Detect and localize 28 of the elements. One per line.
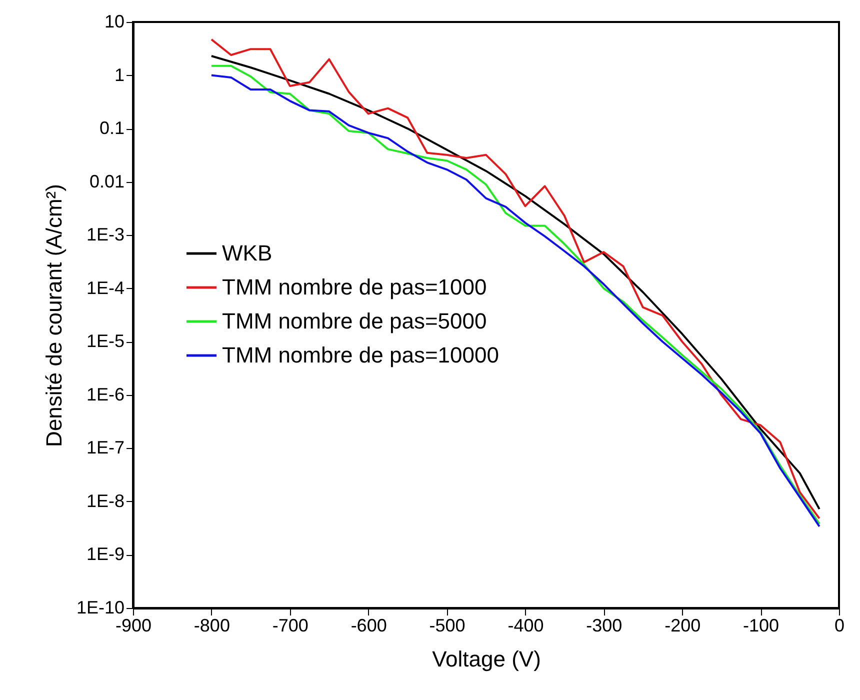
y-axis-title: Densité de courant (A/cm²) (41, 184, 66, 447)
y-tick-label: 1E-7 (86, 438, 124, 458)
x-tick-label: -300 (586, 616, 622, 636)
x-tick-label: -900 (115, 616, 152, 636)
y-tick-label: 0.1 (99, 118, 124, 138)
y-tick-label: 1E-9 (86, 544, 124, 564)
y-tick-label: 0.01 (89, 171, 124, 192)
x-tick-label: -800 (194, 616, 230, 636)
legend-label: TMM nombre de pas=10000 (222, 342, 499, 368)
x-axis-title: Voltage (V) (432, 646, 541, 672)
x-tick-label: -700 (272, 616, 308, 636)
y-tick-label: 1E-6 (86, 384, 124, 404)
x-tick-label: -600 (350, 616, 387, 636)
legend-label: WKB (222, 240, 272, 266)
x-tick-label: -500 (429, 616, 466, 636)
x-tick-label: -400 (508, 616, 544, 636)
x-tick-label: 0 (834, 616, 845, 636)
y-tick-label: 1E-3 (86, 224, 124, 245)
legend-label: TMM nombre de pas=1000 (222, 274, 487, 300)
y-tick-label: 1E-8 (86, 490, 124, 511)
x-tick-label: -200 (664, 616, 701, 636)
y-tick-label: 1E-4 (86, 278, 124, 298)
legend-label: TMM nombre de pas=5000 (222, 308, 487, 334)
y-tick-label: 1E-10 (76, 598, 124, 618)
y-tick-label: 1E-5 (86, 331, 124, 352)
y-tick-label: 1 (114, 64, 124, 85)
x-tick-label: -100 (743, 616, 780, 636)
y-tick-label: 10 (104, 12, 124, 32)
